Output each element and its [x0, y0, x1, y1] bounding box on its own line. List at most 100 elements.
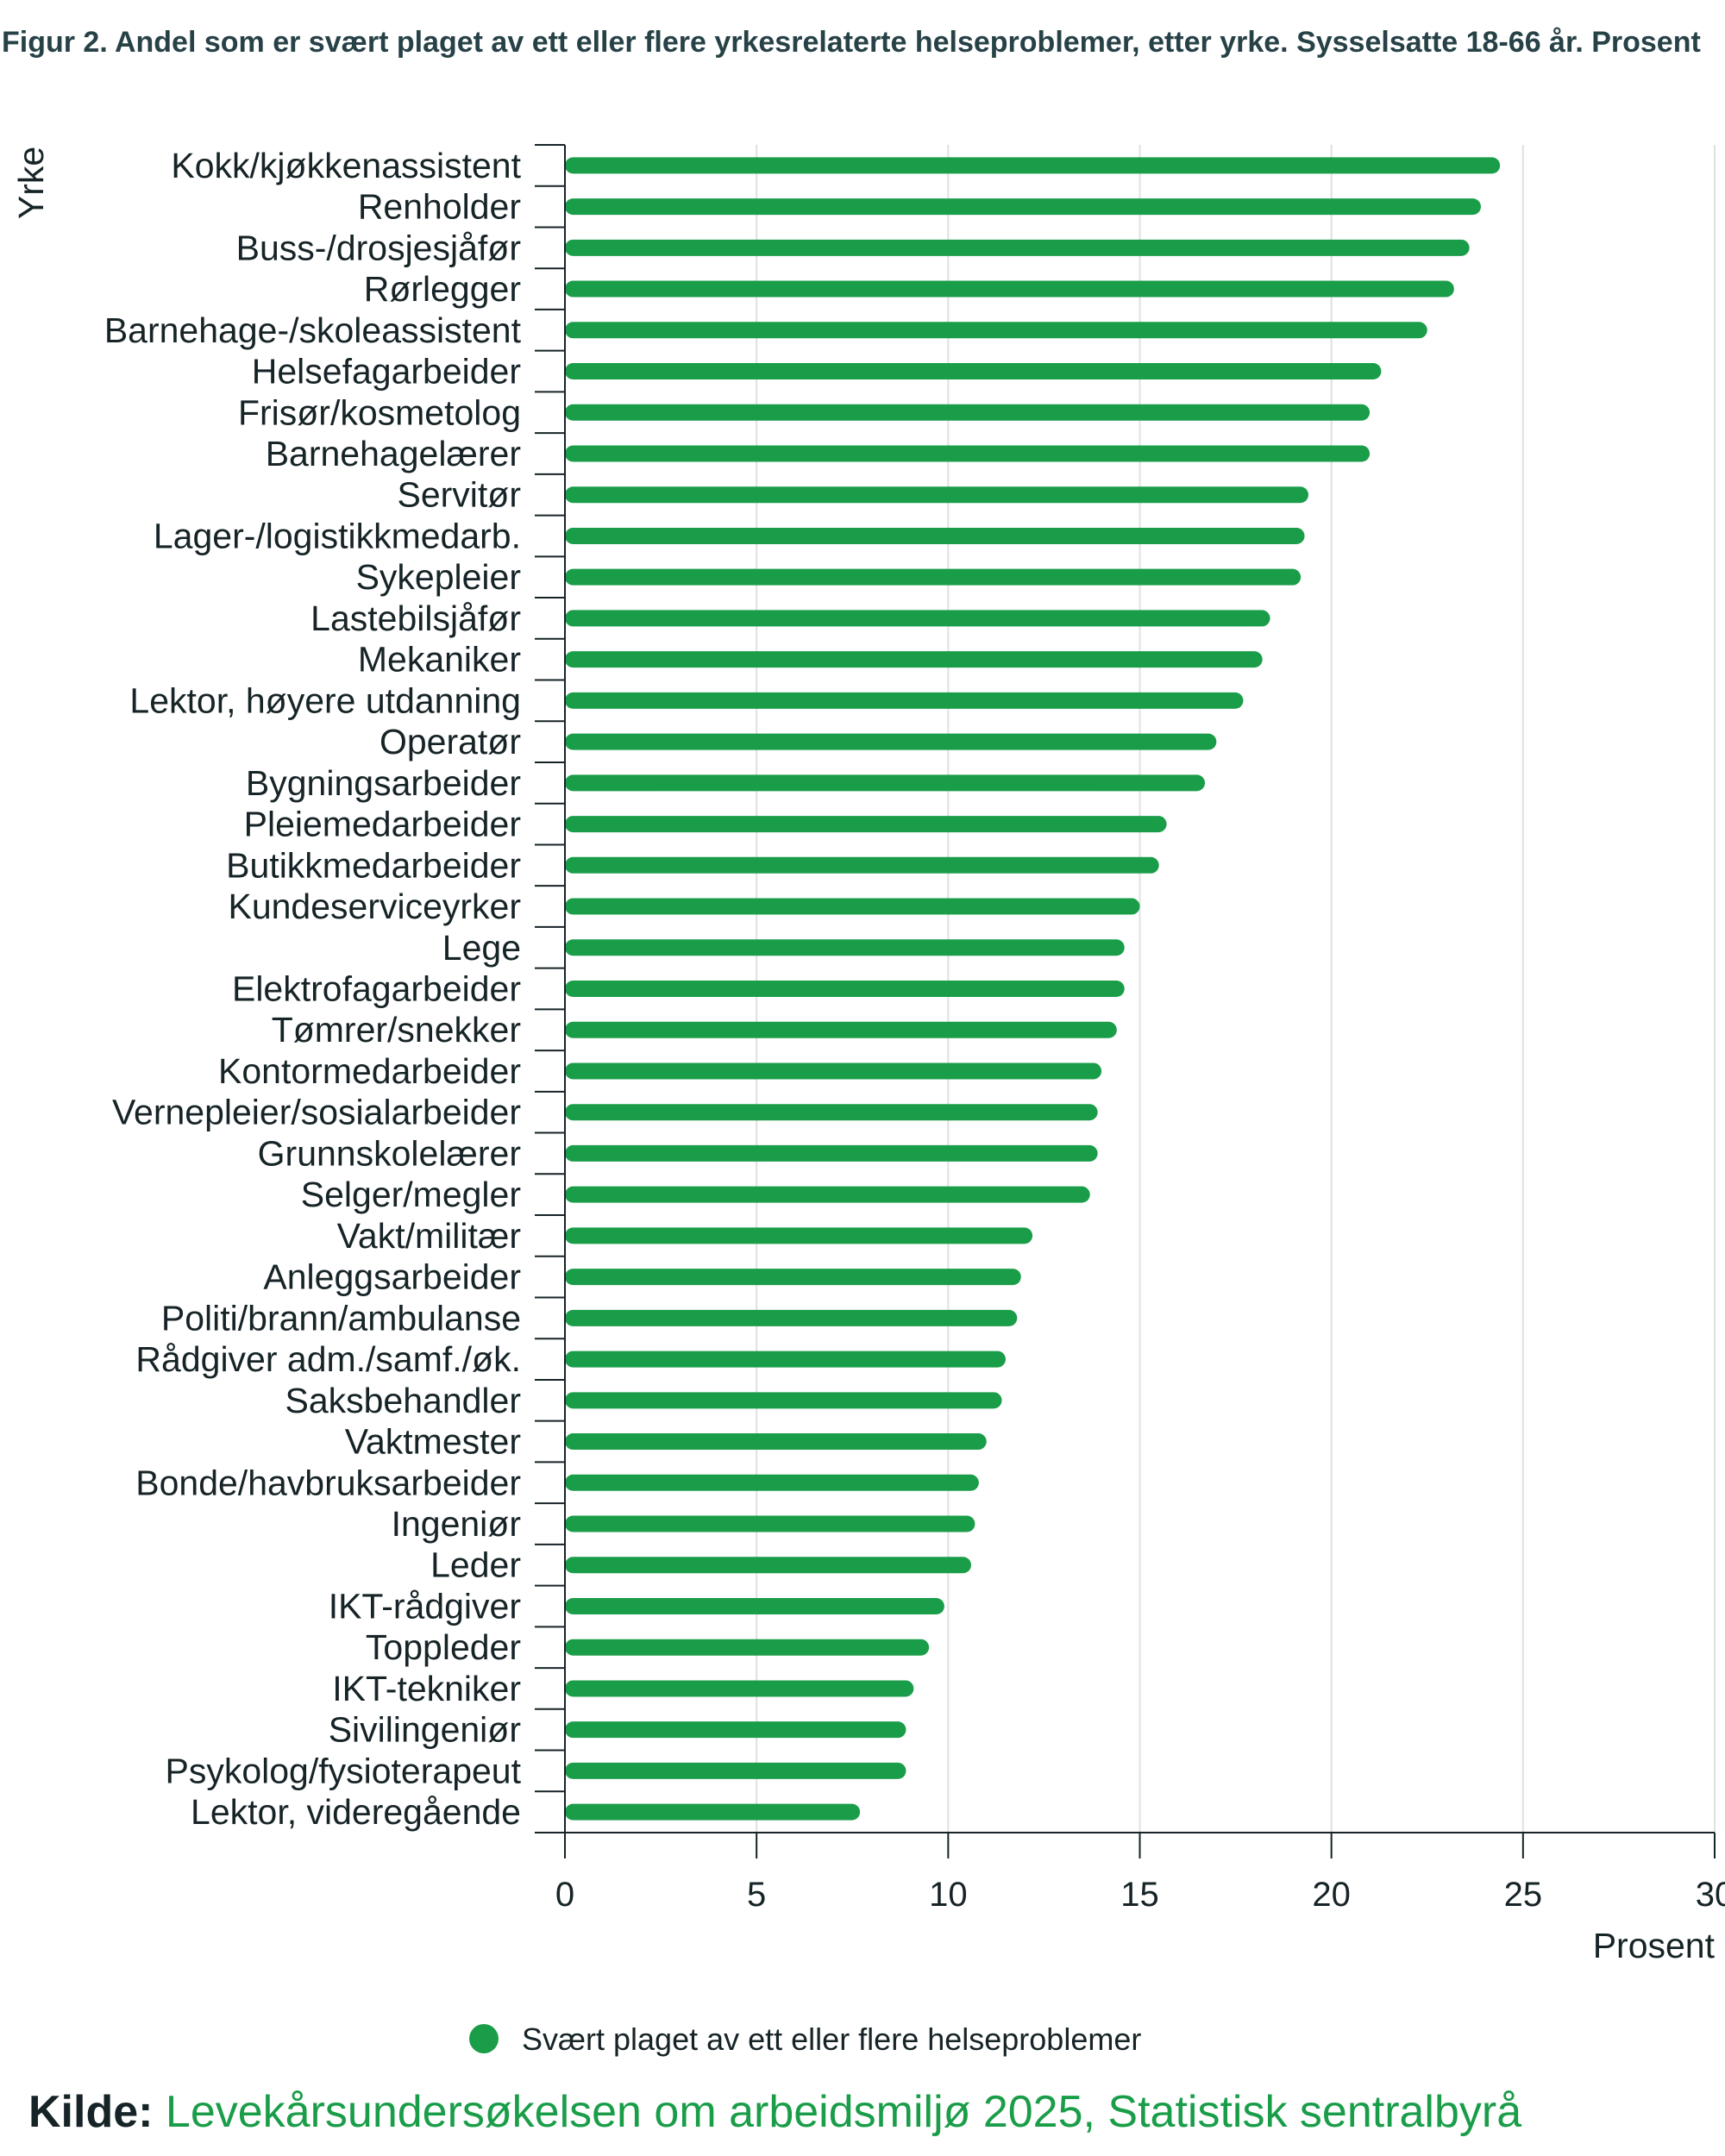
bar [565, 1721, 906, 1739]
category-label: Lektor, høyere utdanning [129, 680, 521, 720]
category-label: Sivilingeniør [329, 1710, 521, 1750]
bar [565, 157, 1501, 174]
category-label: Kundeserviceyrker [228, 887, 521, 926]
bar [565, 1474, 979, 1491]
bar [565, 1639, 930, 1656]
x-axis-title: Prosent [1593, 1926, 1716, 1965]
x-tick-label: 20 [1312, 1876, 1351, 1914]
bar [565, 774, 1206, 792]
category-label: Rørlegger [364, 269, 521, 309]
category-label: Toppleder [366, 1627, 521, 1667]
bar [565, 1186, 1090, 1203]
source-text: Levekårsundersøkelsen om arbeidsmiljø 20… [165, 2087, 1522, 2137]
bar [565, 651, 1263, 668]
bar [565, 1104, 1098, 1121]
legend: Svært plaget av ett eller flere helsepro… [469, 2021, 1141, 2057]
legend-swatch [469, 2024, 499, 2053]
bar [565, 363, 1382, 380]
bar [565, 1144, 1098, 1162]
figure-title: Figur 2. Andel som er svært plaget av et… [2, 26, 1701, 59]
category-label: Tømrer/snekker [272, 1010, 521, 1050]
x-tick-label: 25 [1504, 1876, 1543, 1914]
source-prefix: Kilde: [28, 2087, 154, 2137]
bar [565, 1227, 1033, 1244]
bar [565, 1515, 975, 1532]
source-line: Kilde: Levekårsundersøkelsen om arbeidsm… [28, 2085, 1521, 2139]
bar [565, 692, 1244, 709]
bar [565, 1392, 1002, 1409]
bar [565, 981, 1125, 997]
category-label: Barnehagelærer [266, 434, 521, 473]
category-label: Mekaniker [358, 640, 521, 680]
x-tick-label: 10 [929, 1876, 968, 1914]
category-label: Psykolog/fysioterapeut [165, 1751, 521, 1790]
category-label: Grunnskolelærer [258, 1133, 521, 1173]
category-label: Buss-/drosjesjåfør [236, 228, 521, 267]
bar [565, 1803, 861, 1821]
bar [565, 939, 1125, 956]
category-label: Kontormedarbeider [218, 1051, 521, 1091]
category-label: Frisør/kosmetolog [238, 392, 521, 432]
y-axis-title: Yrke [11, 147, 51, 219]
bar [565, 322, 1427, 339]
category-label: Elektrofagarbeider [232, 969, 521, 1009]
bar [565, 1309, 1018, 1326]
category-label: Vakt/militær [337, 1216, 521, 1256]
bar [565, 1062, 1102, 1080]
bar [565, 1433, 987, 1451]
category-label: Lege [442, 928, 521, 968]
bar [565, 1762, 906, 1779]
legend-label: Svært plaget av ett eller flere helsepro… [522, 2021, 1141, 2057]
category-label: Rådgiver adm./samf./øk. [135, 1339, 521, 1379]
x-tick-labels: 0 5 10 15 20 25 30 [555, 1876, 1725, 1914]
category-label: Selger/megler [301, 1175, 521, 1214]
category-label: Kokk/kjøkkenassistent [171, 146, 521, 185]
bar [565, 568, 1302, 586]
category-label: Vaktmester [345, 1422, 521, 1462]
bar [565, 527, 1305, 544]
bar [565, 856, 1159, 874]
category-label: Lager-/logistikkmedarb. [154, 516, 521, 555]
axes [535, 144, 1716, 1858]
bar [565, 898, 1140, 915]
bar [565, 404, 1371, 421]
bar [565, 239, 1470, 256]
category-label: Lastebilsjåfør [310, 599, 521, 638]
bar [565, 1557, 971, 1574]
bar [565, 445, 1371, 462]
x-tick-label: 5 [747, 1876, 766, 1914]
category-label: Servitør [398, 475, 522, 515]
bar [565, 1680, 914, 1697]
bar [565, 610, 1270, 627]
category-label: Butikkmedarbeider [226, 845, 521, 885]
category-label: IKT-rådgiver [329, 1586, 521, 1626]
category-labels: Kokk/kjøkkenassistentRenholderBuss-/dros… [104, 146, 522, 1832]
category-label: Helsefagarbeider [252, 352, 521, 392]
category-label: IKT-tekniker [332, 1669, 521, 1708]
bar [565, 733, 1217, 750]
bar [565, 1269, 1021, 1286]
bar [565, 1597, 944, 1614]
category-label: Barnehage-/skoleassistent [104, 310, 522, 350]
category-label: Saksbehandler [285, 1381, 521, 1420]
category-label: Lektor, videregående [191, 1792, 521, 1832]
category-label: Anleggsarbeider [263, 1257, 521, 1297]
x-tick-label: 0 [555, 1876, 574, 1914]
x-tick-label: 30 [1696, 1876, 1725, 1914]
bars [565, 157, 1501, 1821]
category-label: Pleiemedarbeider [244, 805, 521, 844]
bar [565, 816, 1167, 833]
bar [565, 486, 1309, 504]
x-tick-label: 15 [1120, 1876, 1159, 1914]
category-label: Leder [430, 1545, 521, 1585]
category-label: Ingeniør [392, 1504, 521, 1544]
category-label: Bonde/havbruksarbeider [135, 1463, 521, 1502]
category-label: Renholder [358, 187, 521, 227]
category-label: Operatør [380, 722, 521, 761]
category-label: Sykepleier [356, 557, 521, 597]
category-label: Vernepleier/sosialarbeider [112, 1093, 521, 1132]
bar [565, 1021, 1117, 1038]
category-label: Bygningsarbeider [246, 763, 521, 803]
bar [565, 198, 1481, 216]
